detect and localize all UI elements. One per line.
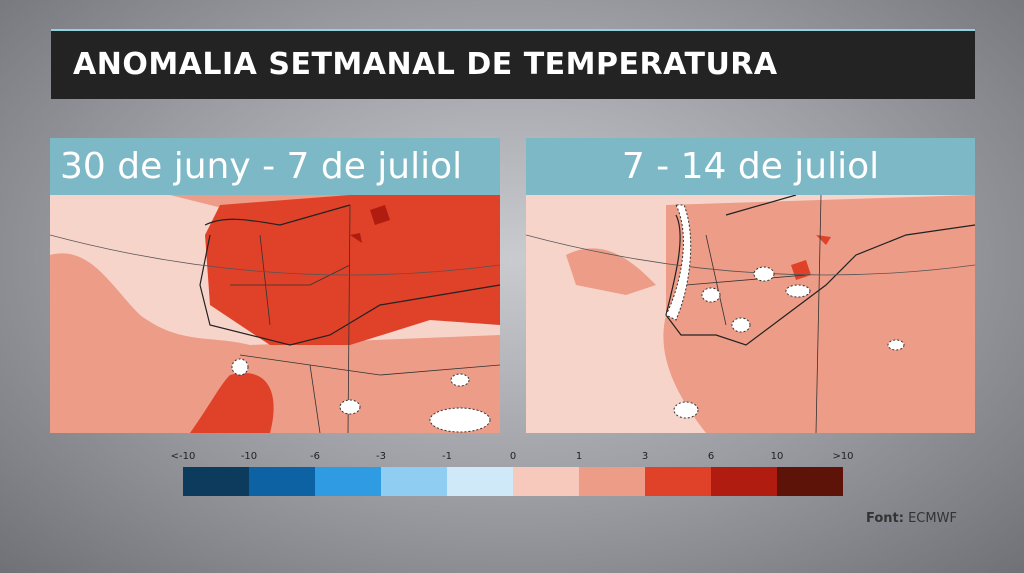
legend-label: <-10 bbox=[171, 451, 196, 462]
legend-label: 3 bbox=[642, 451, 648, 462]
legend-label: 0 bbox=[510, 451, 516, 462]
legend-label: -6 bbox=[310, 451, 320, 462]
panel-title: 30 de juny - 7 de juliol bbox=[50, 138, 500, 195]
legend-label: 1 bbox=[576, 451, 582, 462]
panel-title: 7 - 14 de juliol bbox=[526, 138, 975, 195]
legend-swatch bbox=[249, 467, 315, 496]
legend-swatch bbox=[645, 467, 711, 496]
legend-label: >10 bbox=[832, 451, 853, 462]
map bbox=[50, 195, 500, 433]
title: ANOMALIA SETMANAL DE TEMPERATURA bbox=[73, 47, 778, 82]
legend-label: 6 bbox=[708, 451, 714, 462]
source: Font: ECMWF bbox=[866, 511, 957, 526]
legend-swatch bbox=[579, 467, 645, 496]
legend-label: -10 bbox=[241, 451, 257, 462]
map-panel: 7 - 14 de juliol bbox=[526, 138, 975, 433]
map bbox=[526, 195, 975, 433]
legend-swatch bbox=[183, 467, 249, 496]
legend-swatch bbox=[711, 467, 777, 496]
legend-swatch bbox=[315, 467, 381, 496]
legend-swatch bbox=[447, 467, 513, 496]
legend-label: -1 bbox=[442, 451, 452, 462]
source-name: ECMWF bbox=[908, 511, 957, 526]
legend-label: -3 bbox=[376, 451, 386, 462]
legend-label: 10 bbox=[771, 451, 784, 462]
map-panel: 30 de juny - 7 de juliol bbox=[50, 138, 500, 433]
color-legend: <-10 -10 -6 -3 -1 0 1 3 6 10 >10 bbox=[171, 451, 854, 496]
title-bar: ANOMALIA SETMANAL DE TEMPERATURA bbox=[51, 29, 975, 99]
legend-swatch bbox=[381, 467, 447, 496]
legend-swatch bbox=[777, 467, 843, 496]
legend-swatch bbox=[513, 467, 579, 496]
source-label: Font: bbox=[866, 511, 904, 526]
